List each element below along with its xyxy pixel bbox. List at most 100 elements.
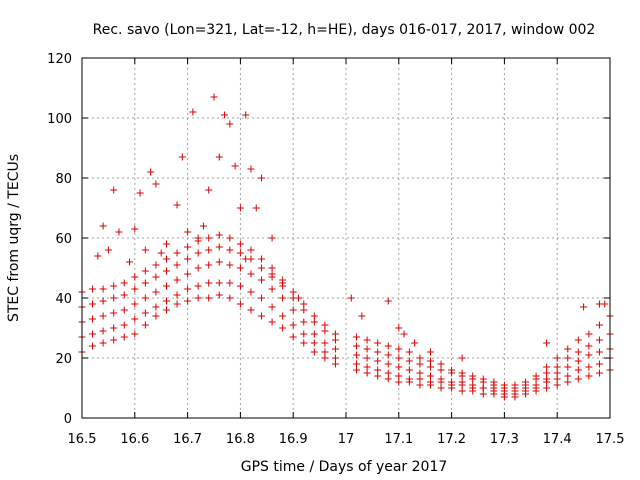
data-point — [601, 300, 609, 308]
data-point — [363, 345, 371, 353]
data-points — [78, 93, 614, 401]
data-point — [152, 312, 160, 320]
data-point — [215, 153, 223, 161]
data-point — [268, 234, 276, 242]
data-point — [247, 246, 255, 254]
data-point — [469, 381, 477, 389]
data-point — [247, 270, 255, 278]
data-point — [147, 168, 155, 176]
data-point — [242, 255, 250, 263]
data-point — [426, 357, 434, 365]
data-point — [99, 285, 107, 293]
data-point — [405, 348, 413, 356]
data-point — [194, 234, 202, 242]
data-point — [363, 336, 371, 344]
series-5 — [78, 231, 614, 389]
data-point — [384, 342, 392, 350]
data-point — [532, 372, 540, 380]
y-axis-title: STEC from uqrg / TECUs — [6, 154, 22, 322]
data-point — [236, 204, 244, 212]
data-point — [226, 120, 234, 128]
data-point — [374, 372, 382, 380]
data-point — [242, 111, 250, 119]
data-point — [236, 264, 244, 272]
data-point — [448, 366, 456, 374]
data-point — [310, 330, 318, 338]
data-point — [194, 249, 202, 257]
data-point — [268, 285, 276, 293]
data-point — [258, 255, 266, 263]
x-tick-label: 16.8 — [226, 432, 255, 447]
data-point — [294, 294, 302, 302]
data-point — [310, 312, 318, 320]
data-point — [184, 255, 192, 263]
data-point — [416, 381, 424, 389]
data-point — [564, 372, 572, 380]
data-point — [553, 363, 561, 371]
x-tick-label: 17.3 — [490, 432, 519, 447]
data-point — [268, 318, 276, 326]
data-point — [178, 153, 186, 161]
data-point — [416, 360, 424, 368]
data-point — [384, 351, 392, 359]
data-point — [310, 339, 318, 347]
data-point — [321, 327, 329, 335]
data-point — [99, 327, 107, 335]
data-point — [458, 354, 466, 362]
data-point — [184, 243, 192, 251]
data-point — [564, 345, 572, 353]
data-point — [89, 300, 97, 308]
data-point — [226, 261, 234, 269]
data-point — [205, 186, 213, 194]
data-point — [448, 378, 456, 386]
y-tick-label: 40 — [55, 292, 72, 307]
data-point — [268, 303, 276, 311]
data-point — [152, 288, 160, 296]
data-point — [395, 345, 403, 353]
data-point — [300, 330, 308, 338]
data-point — [395, 372, 403, 380]
data-point — [553, 381, 561, 389]
data-point — [205, 279, 213, 287]
y-tick-label: 80 — [55, 172, 72, 187]
data-point — [437, 375, 445, 383]
x-axis-title: GPS time / Days of year 2017 — [241, 459, 448, 475]
data-point — [205, 294, 213, 302]
data-point — [363, 363, 371, 371]
y-tick-label: 20 — [55, 352, 72, 367]
data-point — [99, 222, 107, 230]
data-point — [94, 252, 102, 260]
data-point — [416, 369, 424, 377]
data-point — [226, 246, 234, 254]
data-point — [173, 276, 181, 284]
data-point — [215, 279, 223, 287]
data-point — [479, 375, 487, 383]
data-point — [131, 273, 139, 281]
data-point — [574, 366, 582, 374]
data-point — [543, 339, 551, 347]
data-point — [374, 366, 382, 374]
data-point — [405, 366, 413, 374]
data-point — [585, 363, 593, 371]
data-point — [162, 240, 170, 248]
data-point — [321, 354, 329, 362]
data-point — [89, 330, 97, 338]
data-point — [321, 321, 329, 329]
x-tick-label: 17.4 — [543, 432, 572, 447]
axis-ticks — [81, 57, 611, 419]
data-point — [221, 111, 229, 119]
data-point — [595, 348, 603, 356]
data-point — [279, 294, 287, 302]
y-tick-label: 100 — [47, 112, 72, 127]
data-point — [395, 378, 403, 386]
data-point — [585, 372, 593, 380]
data-point — [141, 321, 149, 329]
data-point — [279, 324, 287, 332]
data-point — [110, 282, 118, 290]
data-point — [358, 312, 366, 320]
chart-title: Rec. savo (Lon=321, Lat=-12, h=HE), days… — [93, 22, 596, 38]
data-point — [490, 378, 498, 386]
data-point — [131, 300, 139, 308]
x-tick-label: 17.2 — [437, 432, 466, 447]
data-point — [532, 381, 540, 389]
